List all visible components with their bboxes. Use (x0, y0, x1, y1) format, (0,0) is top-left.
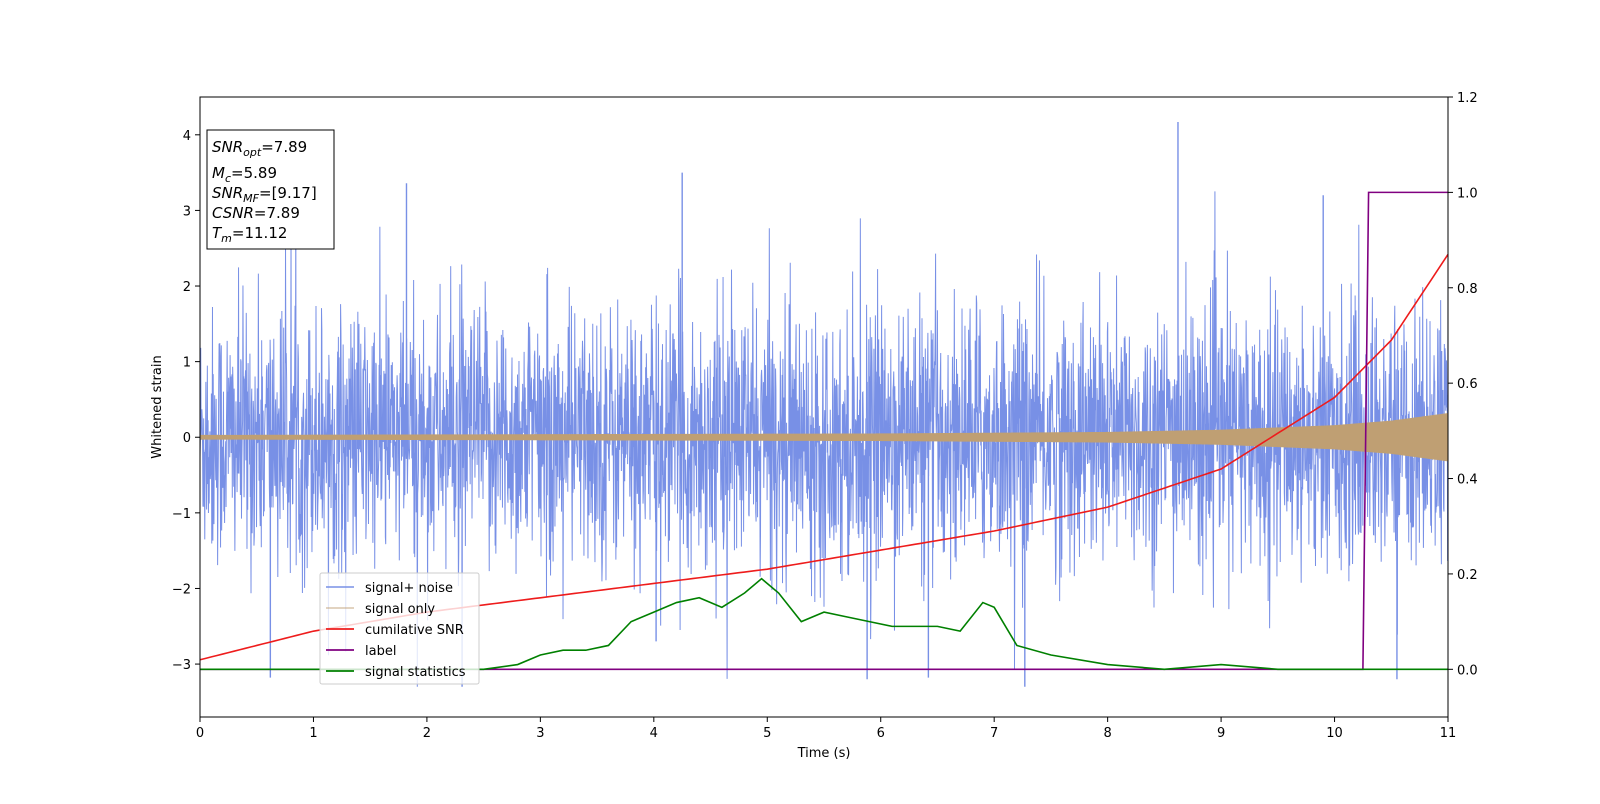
series-signal-only (199, 413, 1449, 462)
y-tick-label: 4 (183, 129, 191, 144)
plot-frame (199, 96, 1449, 718)
series-signal-statistics (200, 577, 1448, 671)
x-axis: 0 1 2 3 4 5 6 7 8 9 10 11 (196, 717, 1456, 741)
x-tick-label: 5 (763, 726, 771, 741)
legend-label: signal only (365, 602, 435, 617)
x-tick-label: 8 (1103, 726, 1111, 741)
info-tm-sub: m (221, 232, 232, 245)
info-tm-base: T (212, 224, 223, 242)
y-tick-label: 3 (183, 204, 191, 219)
x-tick-label: 9 (1217, 726, 1225, 741)
y2-tick-label: 0.2 (1457, 568, 1478, 583)
y-tick-label: 2 (183, 280, 191, 295)
info-mc-base: M (212, 164, 225, 182)
x-tick-label: 11 (1440, 726, 1457, 741)
info-snr-opt-value: =7.89 (261, 138, 307, 156)
info-csnr-base: CSNR (212, 204, 254, 222)
x-tick-label: 1 (309, 726, 317, 741)
info-box: SNRopt=7.89 Mc=5.89 SNRMF=[9.17] CSNR=7.… (206, 129, 335, 250)
x-tick-label: 7 (990, 726, 998, 741)
legend: signal+ noise signal only cumilative SNR la… (319, 572, 480, 685)
y-tick-label: 1 (183, 356, 191, 371)
y2-tick-label: 0.4 (1457, 473, 1478, 488)
info-snr-mf: SNRMF=[9.17] (212, 184, 317, 205)
info-snr-mf-sub: MF (243, 192, 259, 205)
y-tick-label: −1 (172, 507, 191, 522)
y2-tick-label: 0.0 (1457, 663, 1478, 678)
info-tm: Tm=11.12 (212, 224, 287, 245)
legend-label: cumilative SNR (365, 623, 464, 638)
info-mc-sub: c (225, 172, 231, 185)
x-tick-label: 2 (423, 726, 431, 741)
y2-tick-label: 1.2 (1457, 91, 1478, 106)
legend-entries: signal+ noise signal only cumilative SNR la… (326, 581, 466, 680)
info-csnr: CSNR=7.89 (212, 204, 300, 222)
x-axis-label: Time (s) (797, 746, 851, 761)
legend-label: label (365, 644, 396, 659)
info-tm-value: =11.12 (232, 224, 288, 242)
y-axis-right: 0.0 0.2 0.4 0.6 0.8 1.0 1.2 (1448, 91, 1478, 678)
y2-tick-label: 0.6 (1457, 377, 1478, 392)
info-snr-mf-base: SNR (212, 184, 243, 202)
y2-tick-label: 1.0 (1457, 186, 1478, 201)
y2-tick-label: 0.8 (1457, 282, 1478, 297)
y-axis-left: −3 −2 −1 0 1 2 3 4 (172, 129, 200, 673)
x-tick-label: 0 (196, 726, 204, 741)
y-tick-label: −3 (172, 658, 191, 673)
legend-label: signal statistics (365, 665, 466, 680)
y-axis-label: Whitened strain (150, 355, 165, 458)
info-csnr-value: =7.89 (254, 204, 300, 222)
info-mc-value: =5.89 (231, 164, 277, 182)
info-snr-opt-sub: opt (243, 146, 262, 159)
legend-label: signal+ noise (365, 581, 453, 596)
info-snr-mf-value: =[9.17] (259, 184, 317, 202)
legend-frame (319, 572, 480, 685)
info-mc: Mc=5.89 (212, 164, 277, 185)
y-tick-label: −2 (172, 582, 191, 597)
x-tick-label: 6 (877, 726, 885, 741)
x-tick-label: 10 (1326, 726, 1343, 741)
x-tick-label: 4 (650, 726, 658, 741)
x-tick-label: 3 (536, 726, 544, 741)
y-tick-label: 0 (183, 431, 191, 446)
info-box-frame (206, 129, 335, 250)
info-snr-opt-base: SNR (212, 138, 243, 156)
info-snr-opt: SNRopt=7.89 (212, 138, 307, 159)
series-label (200, 191, 1448, 671)
